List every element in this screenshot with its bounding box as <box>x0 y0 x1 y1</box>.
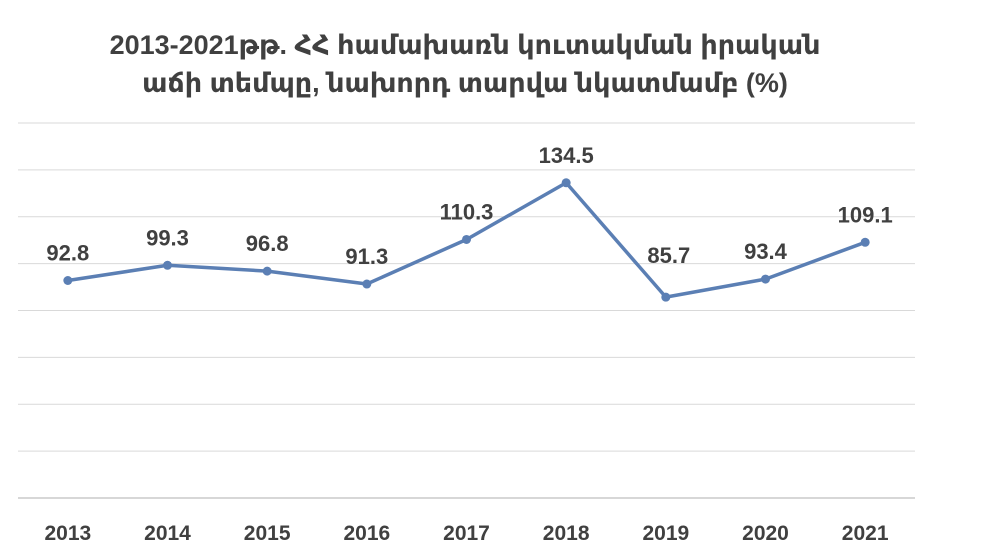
chart-title: 2013-2021թթ. ՀՀ համախառն կուտակման իրակա… <box>0 26 930 102</box>
chart-title-line-1: 2013-2021թթ. ՀՀ համախառն կուտակման իրակա… <box>109 30 821 60</box>
data-label: 93.4 <box>744 239 788 264</box>
data-point <box>860 237 870 247</box>
data-point <box>362 279 372 289</box>
data-label: 110.3 <box>440 199 494 224</box>
data-labels: 92.8 99.3 96.8 91.3 110.3 134.5 85.7 93.4 109.1 <box>46 143 892 269</box>
x-tick-label: 2019 <box>642 522 689 545</box>
data-point <box>163 260 172 270</box>
data-point <box>661 292 671 302</box>
data-label: 99.3 <box>146 225 189 250</box>
x-tick-label: 2015 <box>244 522 291 545</box>
data-point <box>63 276 73 285</box>
chart-title-line-2: աճի տեմպը, նախորդ տարվա նկատմամբ (%) <box>142 68 788 98</box>
x-tick-label: 2013 <box>44 522 91 545</box>
data-label: 109.1 <box>838 202 893 227</box>
data-label: 92.8 <box>46 241 89 266</box>
data-label: 134.5 <box>539 143 594 168</box>
series-layer <box>63 178 870 302</box>
x-tick-label: 2021 <box>842 522 889 545</box>
x-tick-label: 2020 <box>742 522 789 545</box>
x-tick-label: 2018 <box>543 522 590 545</box>
x-axis-ticks: 2013 2014 2015 2016 2017 2018 2019 2020 2021 <box>44 522 888 545</box>
gridlines <box>18 122 915 499</box>
x-tick-label: 2014 <box>144 522 191 545</box>
data-point <box>561 178 571 188</box>
x-tick-label: 2017 <box>443 522 490 545</box>
data-point <box>462 234 471 244</box>
data-point <box>262 266 272 276</box>
data-point <box>761 274 770 284</box>
x-tick-label: 2016 <box>343 522 390 545</box>
data-label: 85.7 <box>647 243 690 268</box>
data-label: 96.8 <box>246 231 289 256</box>
data-label: 91.3 <box>345 244 388 269</box>
